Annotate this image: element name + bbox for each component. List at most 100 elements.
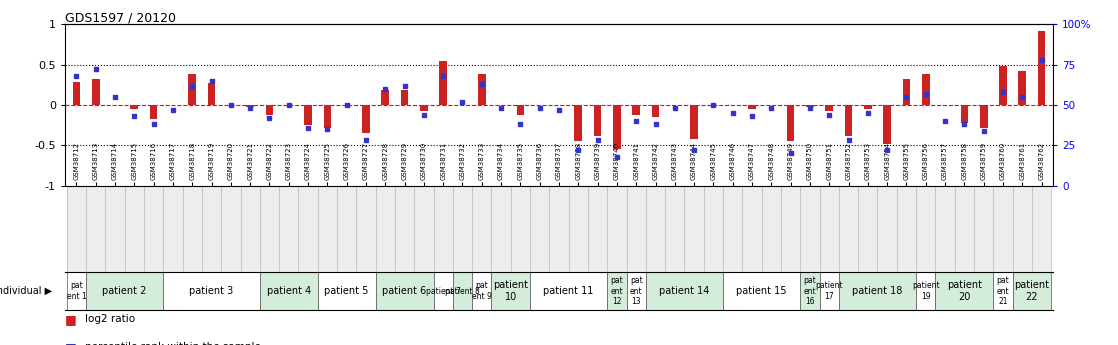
Text: pat
ent
12: pat ent 12: [610, 276, 623, 306]
Bar: [761, 186, 781, 272]
Bar: [800, 272, 819, 310]
Bar: [420, 105, 428, 111]
Bar: [434, 272, 453, 310]
Text: ■: ■: [65, 313, 77, 326]
Bar: [569, 186, 588, 272]
Bar: [266, 105, 273, 115]
Text: pat
ent 9: pat ent 9: [472, 282, 492, 301]
Bar: [323, 105, 331, 128]
Text: patient 7: patient 7: [426, 287, 461, 296]
Bar: [607, 272, 626, 310]
Bar: [376, 272, 434, 310]
Bar: [1013, 272, 1051, 310]
Bar: [362, 105, 370, 133]
Bar: [1013, 186, 1032, 272]
Bar: [859, 186, 878, 272]
Bar: [838, 272, 916, 310]
Bar: [575, 105, 582, 141]
Bar: [208, 83, 216, 105]
Bar: [439, 60, 447, 105]
Bar: [838, 186, 859, 272]
Text: patient
22: patient 22: [1014, 280, 1050, 302]
Bar: [304, 105, 312, 125]
Bar: [530, 186, 549, 272]
Bar: [806, 105, 814, 107]
Bar: [86, 186, 105, 272]
Text: patient
10: patient 10: [493, 280, 528, 302]
Bar: [318, 186, 337, 272]
Bar: [1038, 31, 1045, 105]
Text: patient 5: patient 5: [324, 286, 369, 296]
Bar: [67, 186, 86, 272]
Bar: [381, 90, 389, 105]
Bar: [221, 186, 240, 272]
Bar: [936, 186, 955, 272]
Bar: [395, 186, 415, 272]
Bar: [883, 105, 891, 144]
Bar: [781, 186, 800, 272]
Bar: [259, 272, 318, 310]
Bar: [646, 186, 665, 272]
Bar: [1018, 71, 1026, 105]
Bar: [163, 272, 259, 310]
Bar: [125, 186, 144, 272]
Text: patient 11: patient 11: [543, 286, 594, 296]
Text: patient 3: patient 3: [189, 286, 234, 296]
Bar: [67, 272, 86, 310]
Bar: [916, 186, 936, 272]
Bar: [131, 105, 139, 109]
Bar: [472, 272, 492, 310]
Bar: [723, 272, 800, 310]
Bar: [594, 105, 601, 136]
Bar: [400, 90, 408, 105]
Bar: [787, 105, 795, 141]
Bar: [703, 186, 723, 272]
Bar: [955, 186, 974, 272]
Bar: [936, 272, 993, 310]
Text: pat
ent
13: pat ent 13: [629, 276, 643, 306]
Bar: [472, 186, 492, 272]
Bar: [897, 186, 916, 272]
Bar: [246, 105, 254, 107]
Text: patient 14: patient 14: [660, 286, 710, 296]
Bar: [144, 186, 163, 272]
Bar: [240, 186, 259, 272]
Bar: [588, 186, 607, 272]
Text: log2 ratio: log2 ratio: [85, 314, 135, 324]
Bar: [105, 186, 125, 272]
Bar: [864, 105, 872, 109]
Text: patient 2: patient 2: [103, 286, 146, 296]
Bar: [453, 186, 472, 272]
Bar: [86, 272, 163, 310]
Bar: [607, 186, 626, 272]
Text: pat
ent
16: pat ent 16: [804, 276, 816, 306]
Bar: [549, 186, 569, 272]
Bar: [357, 186, 376, 272]
Text: ■: ■: [65, 341, 77, 345]
Bar: [652, 105, 660, 117]
Bar: [845, 105, 852, 136]
Bar: [73, 82, 80, 105]
Bar: [376, 186, 395, 272]
Bar: [318, 272, 376, 310]
Bar: [748, 105, 756, 109]
Bar: [613, 105, 620, 149]
Bar: [993, 186, 1013, 272]
Text: pat
ent
21: pat ent 21: [996, 276, 1010, 306]
Text: patient 15: patient 15: [737, 286, 787, 296]
Text: patient
19: patient 19: [912, 282, 939, 301]
Text: GDS1597 / 20120: GDS1597 / 20120: [65, 11, 176, 24]
Bar: [800, 186, 819, 272]
Bar: [92, 79, 100, 105]
Bar: [434, 186, 453, 272]
Bar: [511, 186, 530, 272]
Bar: [819, 272, 838, 310]
Bar: [684, 186, 703, 272]
Bar: [150, 105, 158, 119]
Bar: [979, 105, 987, 128]
Bar: [999, 66, 1007, 105]
Bar: [492, 272, 530, 310]
Bar: [723, 186, 742, 272]
Text: individual ▶: individual ▶: [0, 286, 53, 296]
Text: patient 18: patient 18: [852, 286, 902, 296]
